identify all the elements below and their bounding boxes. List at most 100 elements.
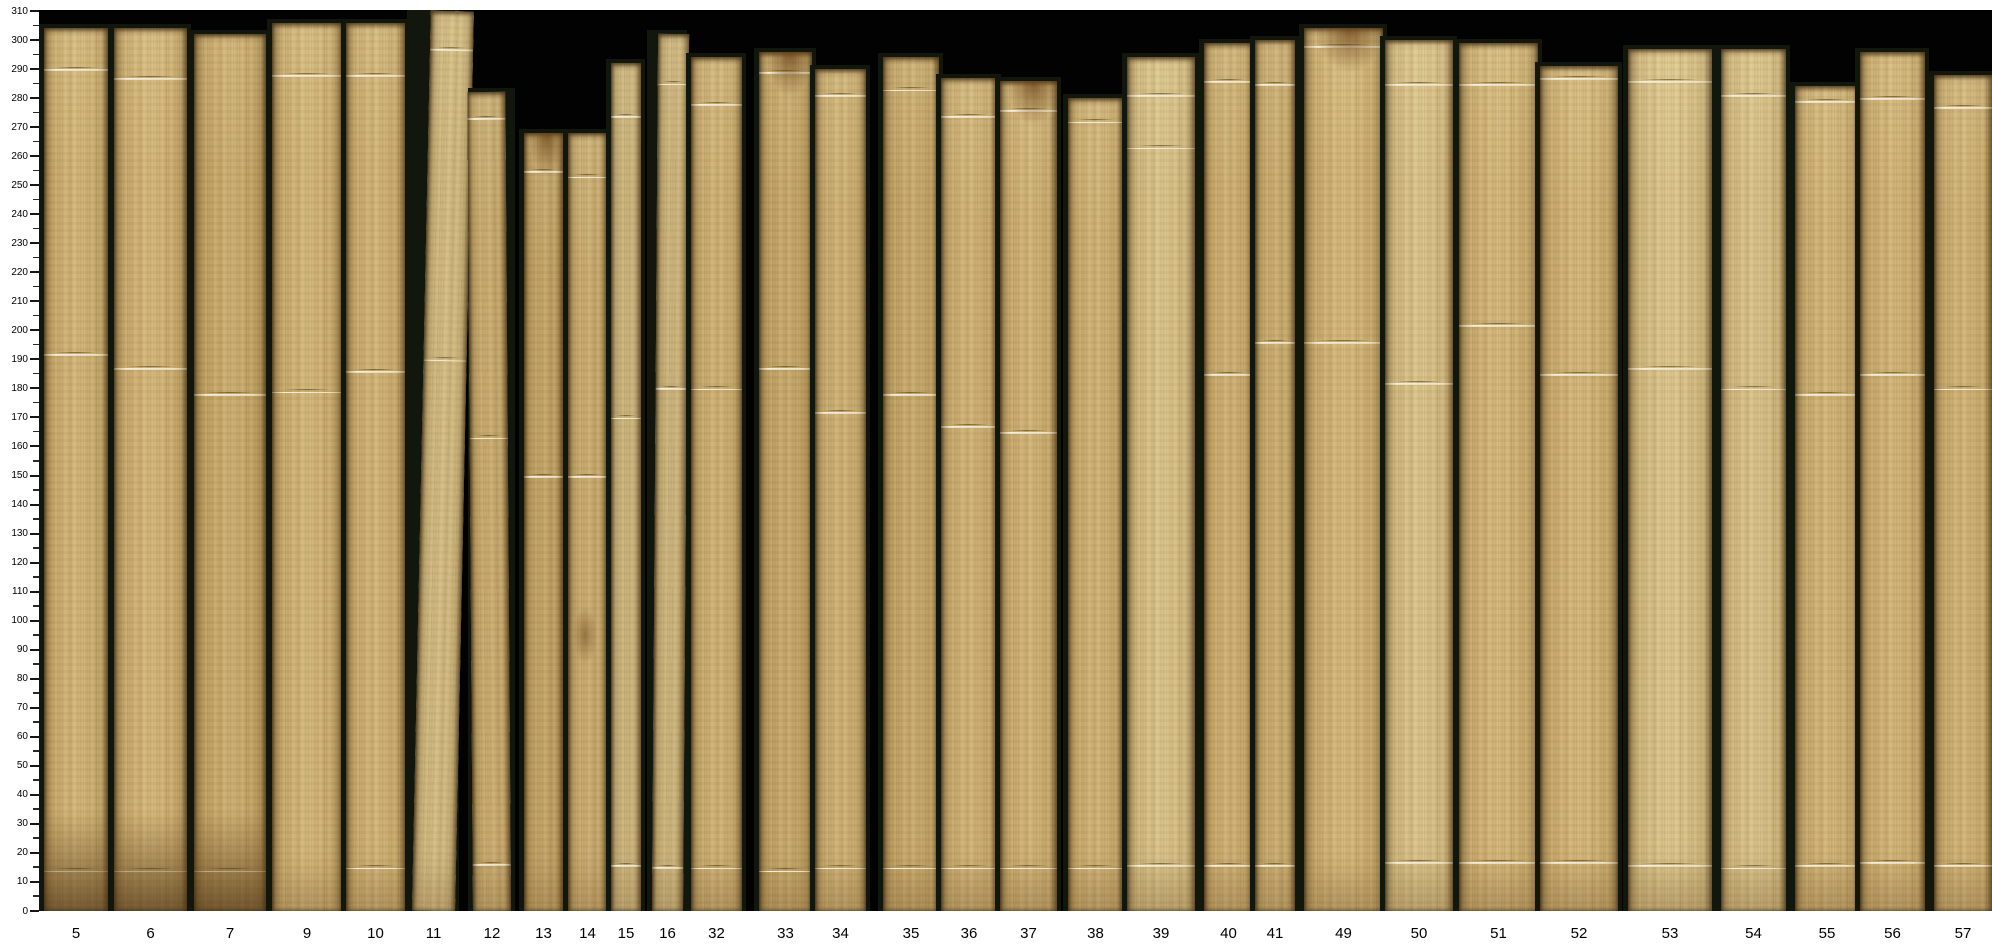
y-tick-280: [30, 97, 39, 100]
y-tick-label-130: 130: [11, 528, 28, 540]
y-tick-label-150: 150: [11, 470, 28, 482]
segment-mark: [1204, 78, 1253, 83]
x-label-12: 12: [483, 925, 501, 942]
segment-mark: [1795, 98, 1859, 103]
wood-dark-bottom: [44, 810, 108, 911]
wood-dark-bottom: [114, 810, 187, 911]
segment-mark: [1795, 862, 1859, 867]
y-tick-label-220: 220: [11, 266, 28, 278]
segment-mark: [1255, 339, 1295, 344]
y-tick-235: [33, 227, 39, 230]
plank-photo-33: [759, 51, 812, 911]
x-label-10: 10: [367, 925, 384, 942]
y-tick-35: [33, 808, 39, 810]
y-tick-60: [30, 735, 39, 738]
segment-mark: [941, 424, 997, 429]
segment-mark: [194, 392, 266, 397]
y-tick-label-70: 70: [16, 702, 28, 714]
y-tick-label-210: 210: [11, 295, 28, 307]
y-tick-label-250: 250: [11, 179, 28, 191]
segment-mark: [1127, 145, 1195, 150]
y-tick-label-120: 120: [11, 557, 28, 569]
y-tick-20: [30, 851, 39, 854]
y-tick-195: [33, 343, 39, 346]
y-tick-45: [33, 779, 39, 781]
segment-mark: [272, 389, 342, 394]
y-tick-label-80: 80: [16, 673, 28, 685]
y-tick-155: [33, 460, 39, 462]
segment-mark: [568, 174, 607, 179]
plank-photo-54: [1721, 48, 1786, 911]
y-tick-140: [30, 503, 39, 506]
plot-area: [39, 10, 1992, 911]
y-tick-70: [30, 706, 39, 709]
wood-stain-top: [524, 132, 563, 205]
y-tick-10: [30, 880, 39, 883]
segment-mark: [1860, 96, 1925, 101]
x-label-54: 54: [1745, 925, 1762, 942]
plank-photo-41: [1255, 40, 1295, 911]
y-tick-label-170: 170: [11, 411, 28, 423]
y-tick-label-300: 300: [11, 34, 28, 46]
segment-mark: [1385, 380, 1453, 385]
x-label-38: 38: [1087, 925, 1104, 942]
segment-mark: [1628, 78, 1712, 83]
x-label-37: 37: [1020, 925, 1037, 942]
wood-stain-top: [1304, 28, 1383, 101]
y-tick-130: [30, 532, 39, 535]
y-tick-75: [33, 692, 39, 694]
y-tick-85: [33, 663, 39, 665]
segment-mark: [1385, 859, 1453, 864]
segment-mark: [1127, 862, 1195, 867]
segment-mark: [691, 386, 742, 391]
segment-mark: [1860, 371, 1925, 376]
y-tick-80: [30, 677, 39, 680]
segment-mark: [430, 46, 474, 52]
segment-mark: [1459, 81, 1538, 86]
segment-mark: [1000, 865, 1057, 870]
plank-photo-16: [652, 34, 690, 911]
y-tick-175: [33, 401, 39, 404]
segment-mark: [423, 357, 467, 362]
x-label-56: 56: [1884, 925, 1901, 942]
y-tick-240: [30, 213, 39, 216]
wood-dark-bottom: [194, 810, 266, 911]
segment-mark: [346, 72, 405, 77]
segment-mark: [1540, 75, 1618, 80]
y-tick-295: [33, 53, 39, 56]
y-tick-label-310: 310: [11, 5, 28, 17]
plank-photo-34: [815, 69, 866, 911]
y-tick-300: [30, 39, 39, 42]
plank-photo-57: [1934, 74, 1992, 911]
segment-mark: [346, 865, 405, 870]
segment-mark: [1204, 862, 1253, 867]
plank-photo-38: [1068, 98, 1123, 911]
y-tick-5: [33, 895, 39, 897]
segment-mark: [44, 67, 108, 72]
plank-photo-14: [568, 132, 607, 911]
y-tick-190: [30, 358, 39, 361]
y-tick-label-230: 230: [11, 237, 28, 249]
segment-mark: [1934, 386, 1992, 391]
y-tick-label-270: 270: [11, 121, 28, 133]
segment-mark: [883, 87, 939, 92]
segment-mark: [467, 116, 506, 121]
plank-photo-40: [1204, 42, 1253, 911]
plank-photo-37: [1000, 80, 1057, 911]
y-tick-label-160: 160: [11, 440, 28, 452]
segment-mark: [1068, 865, 1123, 870]
plank-photo-52: [1540, 66, 1618, 911]
plank-photo-50: [1385, 40, 1453, 911]
y-tick-label-180: 180: [11, 382, 28, 394]
plank-photo-13: [524, 132, 563, 911]
x-label-52: 52: [1570, 925, 1588, 942]
x-label-57: 57: [1954, 925, 1972, 942]
y-tick-210: [30, 300, 39, 303]
plank-photo-51: [1459, 42, 1538, 911]
segment-mark: [941, 113, 997, 118]
y-tick-185: [33, 372, 39, 375]
x-label-39: 39: [1152, 925, 1170, 942]
segment-mark: [568, 473, 607, 478]
segment-mark: [472, 862, 511, 867]
